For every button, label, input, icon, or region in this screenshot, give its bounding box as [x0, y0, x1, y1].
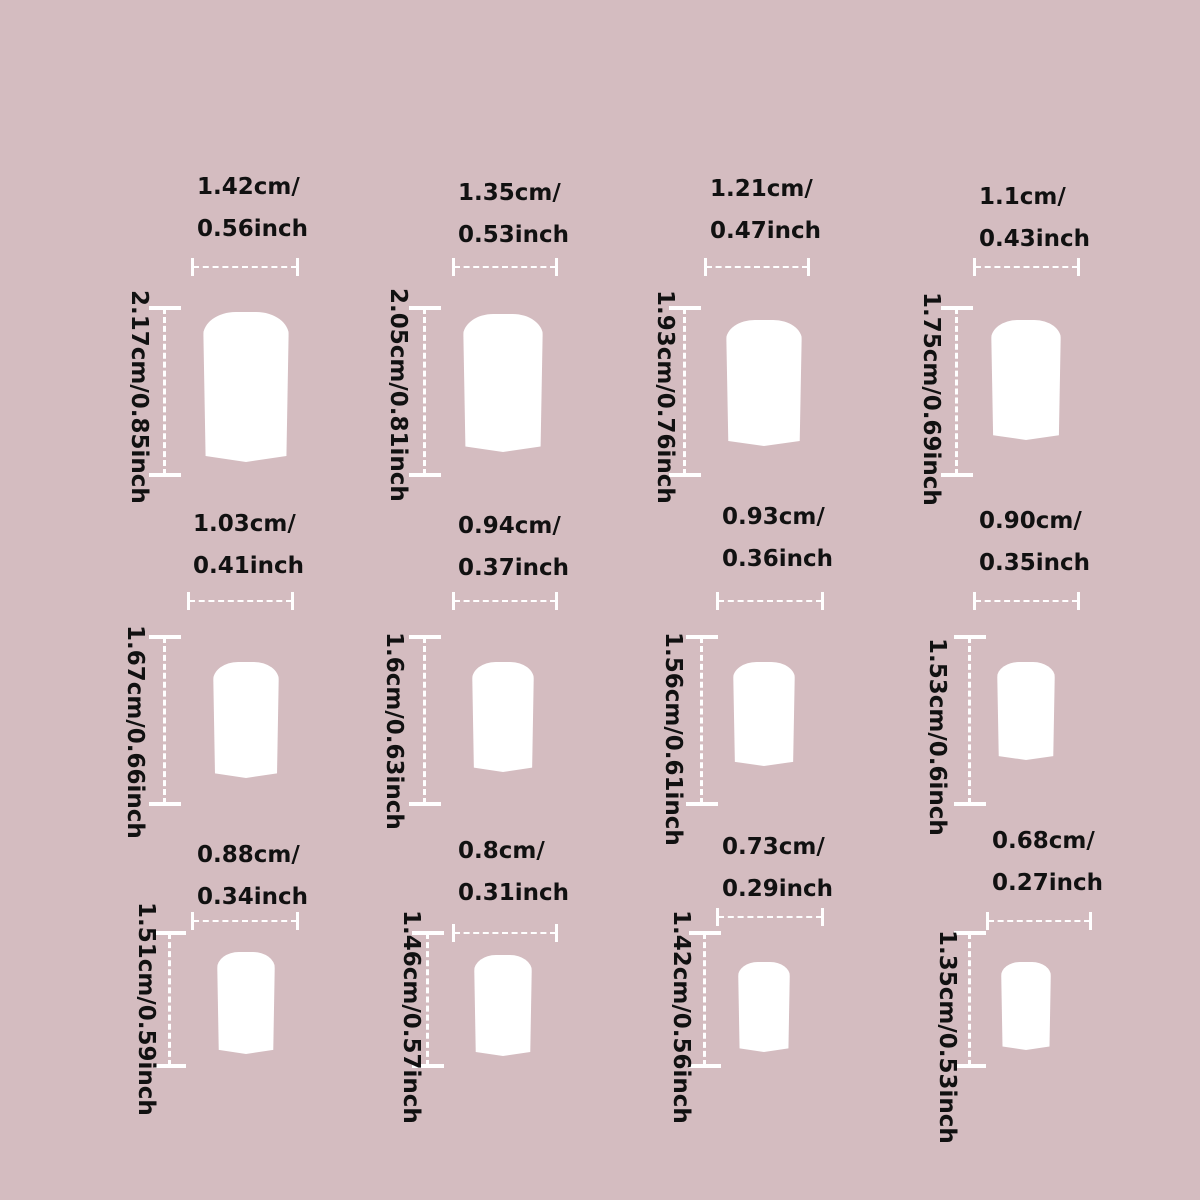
nail-shape [203, 312, 289, 462]
height-dimension-line [941, 306, 973, 477]
width-dimension-line [191, 258, 299, 276]
width-dimension-line [716, 908, 824, 926]
height-dimension-line [954, 635, 986, 806]
width-label-cm: 0.68cm/ [992, 828, 1095, 854]
width-label-inch: 0.36inch [722, 546, 834, 572]
height-dimension-line [689, 931, 721, 1068]
nail-shape [991, 320, 1061, 440]
width-label-cm: 1.03cm/ [193, 511, 296, 537]
width-label-inch: 0.34inch [197, 884, 309, 910]
width-dimension-line [704, 258, 810, 276]
nail-shape [738, 962, 790, 1052]
width-dimension-line [191, 912, 299, 930]
nail-shape [463, 314, 543, 452]
height-dimension-line [409, 306, 441, 477]
width-label-inch: 0.31inch [458, 880, 570, 906]
height-label: 1.35cm/0.53inch [934, 930, 960, 1144]
height-dimension-line [149, 635, 181, 806]
width-label-cm: 0.8cm/ [458, 838, 545, 864]
height-dimension-line [409, 635, 441, 806]
width-label-cm: 1.35cm/ [458, 180, 561, 206]
height-label: 1.46cm/0.57inch [398, 910, 424, 1124]
height-dimension-line [669, 306, 701, 477]
height-dimension-line [412, 931, 444, 1068]
height-label: 1.67cm/0.66inch [122, 625, 148, 839]
width-dimension-line [187, 592, 294, 610]
width-label-cm: 0.90cm/ [979, 508, 1082, 534]
nail-shape [474, 955, 532, 1056]
width-label-cm: 1.1cm/ [979, 184, 1066, 210]
height-label: 1.6cm/0.63inch [381, 632, 407, 830]
height-dimension-line [686, 635, 718, 806]
nail-shape [997, 662, 1055, 760]
width-dimension-line [973, 592, 1080, 610]
nail-shape [1001, 962, 1051, 1050]
nail-shape [733, 662, 795, 766]
width-dimension-line [452, 258, 558, 276]
height-dimension-line [154, 931, 186, 1068]
width-label-cm: 0.93cm/ [722, 504, 825, 530]
height-label: 1.93cm/0.76inch [652, 290, 678, 504]
width-dimension-line [986, 912, 1092, 930]
width-label-inch: 0.29inch [722, 876, 834, 902]
height-label: 2.17cm/0.85inch [126, 290, 152, 504]
width-label-cm: 1.21cm/ [710, 176, 813, 202]
nail-shape [726, 320, 802, 446]
width-label-inch: 0.56inch [197, 216, 309, 242]
width-dimension-line [452, 592, 558, 610]
width-label-inch: 0.43inch [979, 226, 1091, 252]
width-dimension-line [973, 258, 1080, 276]
height-dimension-line [149, 306, 181, 477]
height-label: 1.53cm/0.6inch [924, 638, 950, 836]
height-label: 1.75cm/0.69inch [918, 292, 944, 506]
height-dimension-line [954, 931, 986, 1068]
width-label-inch: 0.37inch [458, 555, 570, 581]
nail-shape [217, 952, 275, 1054]
height-label: 1.42cm/0.56inch [668, 910, 694, 1124]
width-dimension-line [452, 924, 558, 942]
width-label-cm: 0.88cm/ [197, 842, 300, 868]
nail-shape [213, 662, 279, 778]
width-label-cm: 0.73cm/ [722, 834, 825, 860]
width-dimension-line [716, 592, 824, 610]
width-label-inch: 0.47inch [710, 218, 822, 244]
width-label-inch: 0.41inch [193, 553, 305, 579]
height-label: 1.56cm/0.61inch [660, 632, 686, 846]
height-label: 1.51cm/0.59inch [133, 902, 159, 1116]
width-label-inch: 0.27inch [992, 870, 1104, 896]
width-label-inch: 0.35inch [979, 550, 1091, 576]
height-label: 2.05cm/0.81inch [385, 288, 411, 502]
width-label-cm: 0.94cm/ [458, 513, 561, 539]
width-label-cm: 1.42cm/ [197, 174, 300, 200]
nail-shape [472, 662, 534, 772]
width-label-inch: 0.53inch [458, 222, 570, 248]
